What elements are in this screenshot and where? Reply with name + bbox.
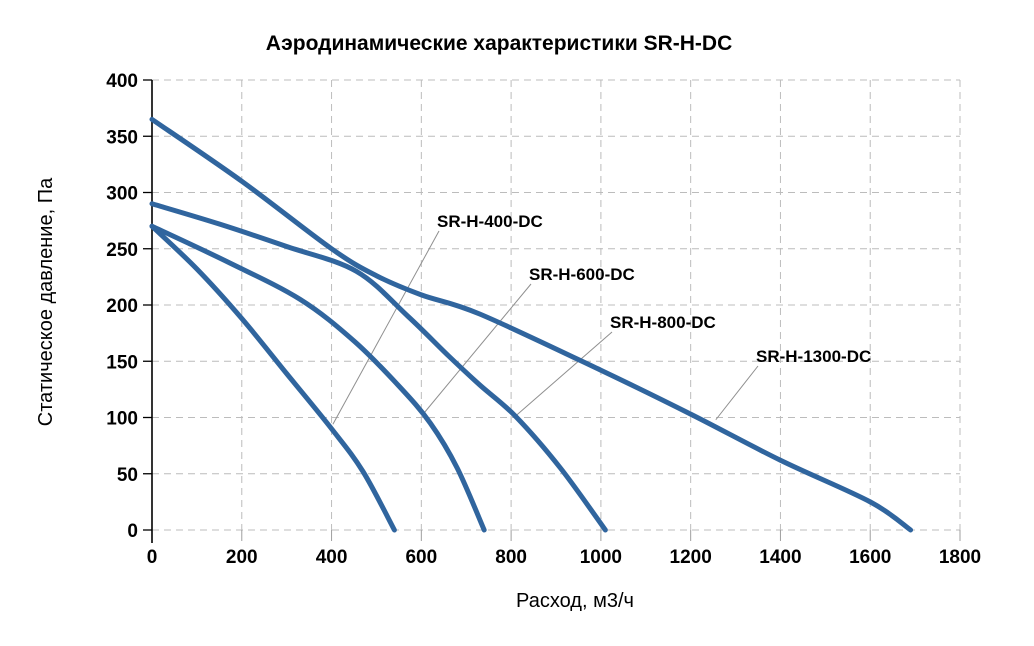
chart-title: Аэродинамические характеристики SR-H-DC (266, 32, 733, 55)
y-tick-label: 50 (117, 465, 138, 486)
x-tick-label: 1800 (939, 547, 981, 568)
x-tick-label: 600 (405, 547, 437, 568)
curve-label-sr-h-1300-dc: SR-H-1300-DC (756, 347, 871, 366)
curve-sr-h-800-dc (149, 201, 608, 533)
x-tick-label: 0 (147, 547, 158, 568)
label-leader-line (514, 331, 613, 417)
y-tick-label: 200 (106, 296, 138, 317)
curve-label-sr-h-400-dc: SR-H-400-DC (437, 212, 543, 231)
x-tick-label: 1200 (670, 547, 712, 568)
x-tick-label: 1600 (849, 547, 891, 568)
curve-sr-h-600-dc (149, 223, 487, 533)
y-tick-label: 0 (127, 521, 138, 542)
x-tick-label: 400 (316, 547, 348, 568)
curve-sr-h-1300-dc (149, 116, 914, 533)
x-tick-label: 800 (495, 547, 527, 568)
label-leader-line (422, 283, 532, 415)
curve-sr-h-400-dc (149, 223, 397, 533)
x-tick-label: 200 (226, 547, 258, 568)
y-tick-label: 250 (106, 240, 138, 261)
x-tick-label: 1000 (580, 547, 622, 568)
y-tick-label: 350 (106, 127, 138, 148)
y-tick-label: 150 (106, 352, 138, 373)
label-leader-line (332, 230, 440, 425)
x-tick-label: 1400 (759, 547, 801, 568)
y-tick-label: 100 (106, 409, 138, 430)
label-leader-line (715, 365, 759, 421)
y-tick-label: 300 (106, 184, 138, 205)
x-axis-title: Расход, м3/ч (516, 590, 634, 612)
curve-label-sr-h-600-dc: SR-H-600-DC (529, 265, 635, 284)
y-axis-title: Статическое давление, Па (35, 177, 57, 426)
curve-label-sr-h-800-dc: SR-H-800-DC (610, 313, 716, 332)
y-tick-label: 400 (106, 71, 138, 92)
